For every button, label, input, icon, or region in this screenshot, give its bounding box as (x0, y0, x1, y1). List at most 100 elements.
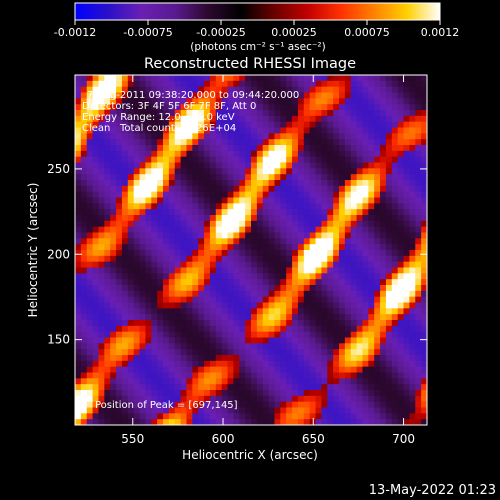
heatmap-cell (139, 273, 146, 280)
heatmap-cell (297, 419, 305, 425)
heatmap-cell (245, 401, 252, 409)
heatmap-cell (356, 331, 364, 339)
heatmap-cell (174, 226, 182, 234)
heatmap-cell (333, 337, 340, 344)
heatmap-cell (286, 185, 293, 193)
heatmap-cell (380, 349, 387, 356)
heatmap-cell (374, 75, 381, 82)
heatmap-cell (315, 285, 322, 292)
heatmap-cell (127, 250, 135, 257)
heatmap-cell (198, 325, 205, 333)
heatmap-cell (380, 180, 387, 187)
heatmap-cell (292, 156, 299, 164)
heatmap-cell (174, 331, 182, 339)
heatmap-cell (350, 168, 358, 175)
heatmap-cell (391, 279, 399, 286)
heatmap-cell (315, 314, 322, 321)
heatmap-cell (133, 174, 141, 181)
heatmap-cell (110, 98, 117, 105)
info-energy-range: Energy Range: 12.0 - 25.0 keV (82, 112, 235, 123)
heatmap-cell (309, 302, 317, 309)
heatmap-cell (280, 267, 287, 274)
heatmap-cell (98, 139, 105, 146)
heatmap-cell (339, 378, 346, 385)
heatmap-cell (339, 296, 346, 304)
heatmap-cell (292, 162, 299, 169)
heatmap-cell (221, 180, 229, 187)
heatmap-cell (274, 180, 281, 187)
heatmap-cell (251, 320, 258, 327)
heatmap-cell (245, 110, 252, 117)
heatmap-cell (262, 226, 270, 234)
heatmap-cell (256, 133, 264, 140)
heatmap-cell (268, 203, 276, 210)
heatmap-cell (116, 401, 123, 409)
heatmap-cell (303, 197, 311, 204)
heatmap-cell (239, 115, 246, 123)
heatmap-cell (157, 185, 164, 193)
heatmap-cell (227, 366, 234, 374)
heatmap-cell (116, 267, 123, 274)
heatmap-cell (362, 314, 369, 321)
heatmap-cell (339, 150, 346, 158)
heatmap-cell (233, 180, 240, 187)
heatmap-cell (239, 203, 246, 210)
heatmap-cell (192, 401, 199, 409)
heatmap-cell (245, 168, 252, 175)
heatmap-cell (221, 121, 229, 129)
heatmap-cell (121, 325, 129, 333)
heatmap-cell (292, 250, 299, 257)
heatmap-cell (86, 244, 94, 251)
heatmap-cell (151, 174, 158, 181)
heatmap-cell (227, 255, 234, 263)
heatmap-cell (80, 162, 88, 169)
heatmap-cell (309, 273, 317, 280)
heatmap-cell (127, 133, 135, 140)
heatmap-cell (297, 104, 305, 111)
heatmap-cell (245, 180, 252, 187)
heatmap-cell (251, 360, 258, 368)
heatmap-cell (227, 215, 234, 222)
heatmap-cell (309, 203, 317, 210)
heatmap-cell (262, 133, 270, 140)
heatmap-cell (121, 191, 129, 199)
heatmap-cell (215, 244, 223, 251)
heatmap-cell (204, 110, 211, 117)
heatmap-cell (280, 279, 287, 286)
heatmap-cell (239, 407, 246, 414)
heatmap-cell (168, 308, 176, 315)
heatmap-cell (321, 261, 328, 269)
heatmap-cell (397, 145, 405, 152)
heatmap-cell (397, 80, 405, 88)
heatmap-cell (409, 390, 416, 397)
heatmap-cell (356, 215, 364, 222)
heatmap-cell (309, 145, 317, 152)
heatmap-cell (168, 331, 176, 339)
heatmap-cell (133, 296, 141, 304)
heatmap-cell (333, 419, 340, 425)
heatmap-cell (227, 325, 234, 333)
heatmap-cell (233, 401, 240, 409)
heatmap-cell (110, 127, 117, 134)
heatmap-cell (204, 349, 211, 356)
heatmap-cell (380, 261, 387, 269)
heatmap-cell (192, 267, 199, 274)
heatmap-cell (116, 325, 123, 333)
heatmap-cell (368, 250, 375, 257)
heatmap-cell (274, 104, 281, 111)
heatmap-cell (110, 86, 117, 94)
heatmap-cell (421, 331, 427, 339)
heatmap-cell (256, 261, 264, 269)
heatmap-cell (233, 395, 240, 403)
heatmap-cell (215, 360, 223, 368)
y-tick-label: 150 (47, 333, 70, 347)
heatmap-cell (297, 296, 305, 304)
heatmap-cell (292, 139, 299, 146)
heatmap-cell (415, 395, 422, 403)
heatmap-cell (157, 133, 164, 140)
heatmap-cell (86, 232, 94, 239)
heatmap-cell (75, 98, 82, 105)
heatmap-cell (391, 290, 399, 298)
heatmap-cell (163, 355, 170, 362)
heatmap-cell (321, 372, 328, 379)
